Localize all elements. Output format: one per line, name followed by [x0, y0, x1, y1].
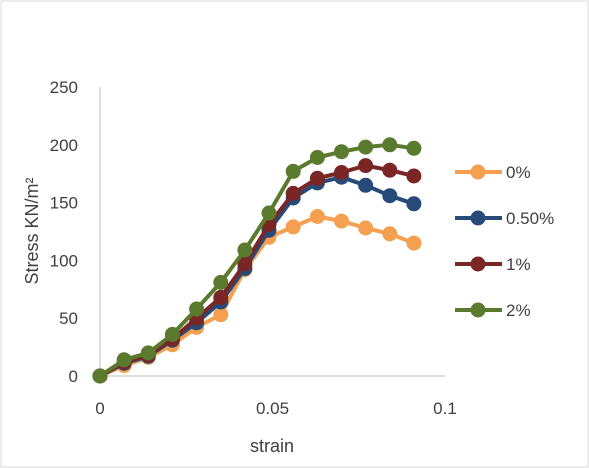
- data-point: [261, 205, 277, 221]
- data-point: [358, 158, 374, 174]
- data-point: [406, 140, 422, 156]
- data-point: [285, 185, 301, 201]
- y-tick-label: 150: [50, 194, 78, 213]
- data-point: [189, 301, 205, 317]
- data-point: [334, 144, 349, 160]
- legend-item: 2%: [455, 301, 531, 320]
- data-point: [406, 196, 422, 212]
- legend-label: 2%: [506, 301, 531, 320]
- y-tick-label: 50: [59, 309, 78, 328]
- x-tick-label: 0.05: [256, 399, 289, 418]
- x-tick-label: 0.1: [433, 399, 457, 418]
- series-layer: [92, 137, 422, 384]
- data-point: [358, 177, 374, 193]
- legend-label: 0%: [506, 163, 531, 182]
- y-tick-label: 250: [50, 78, 78, 97]
- data-point: [213, 274, 229, 290]
- data-point: [358, 139, 374, 155]
- legend-marker: [470, 256, 486, 272]
- legend-item: 1%: [455, 255, 531, 274]
- data-point: [382, 188, 398, 204]
- data-point: [116, 352, 132, 368]
- legend-item: 0%: [455, 163, 531, 182]
- legend-marker: [470, 164, 486, 180]
- data-point: [140, 345, 156, 361]
- legend: 0% 0.50% 1% 2%: [455, 163, 554, 320]
- x-tick-label: 0: [95, 399, 104, 418]
- data-point: [382, 226, 398, 242]
- legend-marker: [470, 210, 486, 226]
- data-point: [382, 162, 398, 178]
- data-point: [382, 137, 398, 153]
- data-point: [406, 235, 422, 251]
- axes: 0 50 100 150 200 250 0 0.05 0.1: [50, 78, 457, 418]
- data-point: [309, 150, 325, 165]
- series-4: [92, 137, 422, 384]
- data-point: [213, 289, 229, 305]
- data-point: [406, 168, 422, 184]
- legend-marker: [470, 302, 486, 318]
- data-point: [309, 170, 325, 186]
- y-tick-label: 0: [69, 367, 78, 386]
- y-tick-label: 100: [50, 251, 78, 270]
- data-point: [285, 163, 301, 179]
- data-point: [334, 213, 349, 229]
- data-point: [358, 220, 374, 236]
- data-point: [213, 307, 229, 323]
- data-point: [92, 368, 108, 384]
- data-point: [309, 209, 325, 224]
- x-axis-title: strain: [250, 436, 294, 456]
- y-axis-title: Stress KN/m²: [22, 177, 42, 284]
- legend-label: 0.50%: [506, 209, 554, 228]
- legend-label: 1%: [506, 255, 531, 274]
- data-point: [334, 165, 349, 180]
- data-point: [164, 326, 180, 342]
- data-point: [237, 242, 253, 258]
- legend-item: 0.50%: [455, 209, 554, 228]
- y-tick-label: 200: [50, 136, 78, 155]
- data-point: [285, 219, 301, 235]
